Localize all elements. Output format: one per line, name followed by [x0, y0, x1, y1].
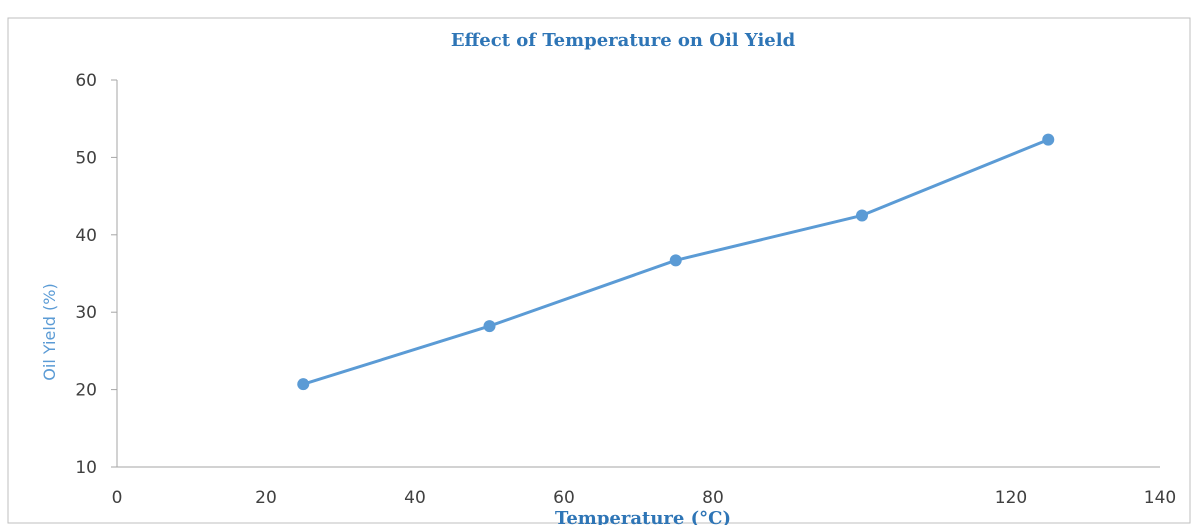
- y-tick-label: 10: [75, 458, 97, 478]
- y-tick-label: 40: [75, 226, 97, 246]
- x-tick-label: 0: [112, 488, 123, 508]
- chart-title: Effect of Temperature on Oil Yield: [451, 30, 796, 51]
- data-point: [1042, 133, 1055, 146]
- y-tick-label: 50: [75, 148, 97, 168]
- data-point: [856, 209, 868, 222]
- x-tick-label: 120: [995, 488, 1027, 508]
- x-tick-label: 40: [404, 488, 426, 508]
- y-tick-label: 20: [75, 381, 97, 401]
- x-tick-label: 140: [1144, 488, 1176, 508]
- chart-frame: [7, 17, 1191, 524]
- plot-area: 10 20 30 40 50 60 0 20 40 60 80 120 140: [75, 71, 1176, 508]
- y-axis-label: Oil Yield (%): [40, 283, 59, 380]
- data-point: [483, 320, 496, 333]
- y-tick-label: 30: [75, 303, 97, 323]
- data-point: [669, 254, 682, 267]
- x-tick-label: 80: [702, 488, 724, 508]
- data-point: [297, 378, 310, 391]
- x-axis-label: Temperature (°C): [555, 508, 731, 525]
- x-tick-label: 60: [553, 488, 575, 508]
- y-tick-label: 60: [75, 71, 97, 91]
- x-tick-label: 20: [255, 488, 277, 508]
